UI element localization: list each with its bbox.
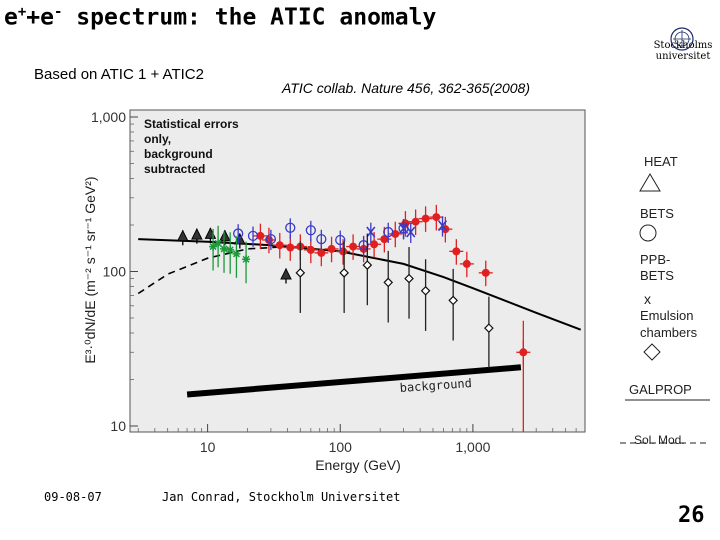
bets-point [358,240,369,251]
atic-point [256,231,265,240]
ppb-bets-point [406,226,416,238]
ppb-bets-point [437,220,448,232]
background-line [186,364,522,398]
university-logo [670,27,694,51]
bets-point [247,230,259,242]
chart-annotation-line1: Statistical errors [144,117,239,131]
ppb-bets-point [366,226,376,238]
legend-label-ppb-bets-2: BETS [640,268,674,283]
bets-point [305,225,316,236]
y-tick-label: 100 [103,264,127,280]
chart-annotation-line4: subtracted [144,162,205,176]
emulsion-point [484,323,494,333]
emulsion-point [448,295,459,306]
citation: ATIC collab. Nature 456, 362-365(2008) [282,80,530,96]
legend-label-heat: HEAT [644,154,678,169]
emulsion-point [420,285,431,296]
ppb-bets-point [398,222,409,234]
atic-point [421,214,430,223]
legend-label-galprop: GALPROP [629,382,692,397]
emulsion-green-point [232,249,241,258]
heat-point [234,232,246,245]
legend-triangle-icon [639,173,661,192]
bets-point [335,234,346,246]
heat-point [191,227,203,240]
galprop-sol-mod-line [137,245,311,295]
legend-label-bets: BETS [640,206,674,221]
heat-point [176,229,189,242]
x-tick-label: 100 [329,439,353,455]
emulsion-point [295,268,306,278]
footer-author: Jan Conrad, Stockholm Universitet [162,490,401,504]
bets-point [316,233,327,245]
slide-title: e++e- spectrum: the ATIC anomaly [4,4,437,31]
emulsion-green-point [214,239,223,248]
atic-point [411,217,420,226]
atic-point [370,240,379,249]
bets-point [383,226,394,238]
footer-date: 09-08-07 [44,490,102,504]
legend-label-emulsion-1: Emulsion [640,308,693,323]
y-axis-label: E³·⁰dN/dE (m⁻² s⁻¹ sr⁻¹ GeV²) [82,176,98,363]
galprop-line [138,238,582,331]
slide-number: 26 [678,503,705,528]
bets-point [265,233,277,245]
atic-point [317,248,326,257]
atic-point [286,243,295,252]
atic-point [306,245,315,254]
legend-label-sol-mod: Sol. Mod. [634,433,685,447]
atic-point [380,235,389,244]
subtitle: Based on ATIC 1 + ATIC2 [34,66,204,83]
university-logo-text: Stockholms universitet [653,40,713,62]
chart-annotation-line2: only, [144,132,171,146]
atic-point [481,268,490,277]
emulsion-green-point [226,245,235,254]
emulsion-point [362,260,373,270]
atic-point [462,259,471,268]
heat-point [280,267,292,280]
atic-point [339,247,348,256]
x-axis-label: Energy (GeV) [315,457,401,473]
emulsion-point [383,277,394,288]
atic-point [432,213,441,222]
legend-diamond-icon [643,343,661,361]
y-tick-label: 1,000 [91,109,126,125]
emulsion-green-point [220,244,229,253]
bets-point [285,222,296,233]
legend-circle-icon [639,224,657,242]
y-tick-label: 10 [110,418,126,434]
emulsion-green-point [209,242,218,251]
atic-point [349,242,358,251]
legend-label-emulsion-2: chambers [640,325,698,340]
atic-point [275,241,284,250]
legend-x-icon: x [644,291,651,307]
background-label: background [399,376,472,395]
atic-point [327,244,336,253]
x-tick-label: 10 [200,439,216,455]
emulsion-point [404,273,414,284]
bets-point [233,228,244,239]
legend-label-ppb-bets-1: PPB- [640,252,670,267]
emulsion-point [339,268,349,278]
atic-point [452,247,461,256]
chart-annotation-line3: background [144,147,213,161]
x-tick-label: 1,000 [455,439,490,455]
heat-point [219,229,231,242]
emulsion-green-point [242,255,251,264]
